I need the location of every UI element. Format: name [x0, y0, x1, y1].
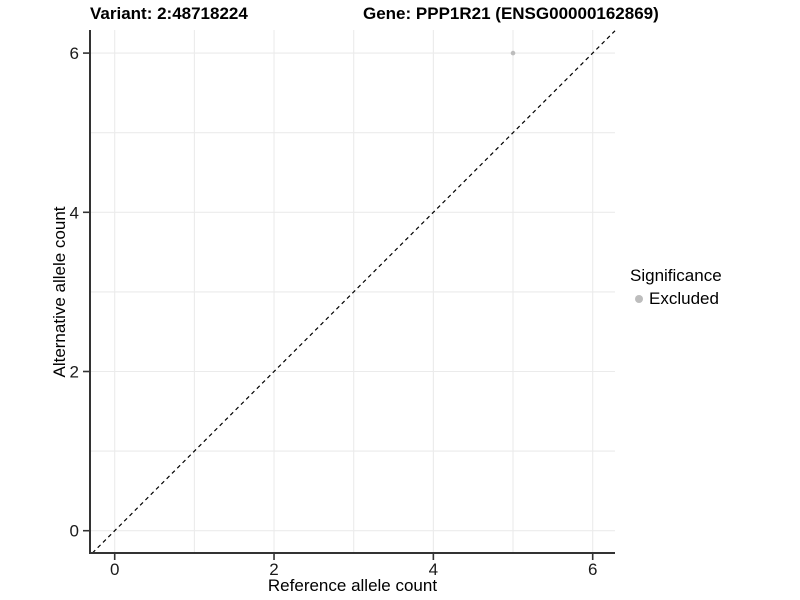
chart-title-gene: Gene: PPP1R21 (ENSG00000162869) — [363, 4, 659, 23]
legend-entry-label: Excluded — [649, 289, 719, 308]
legend-title: Significance — [630, 266, 722, 285]
x-tick-label: 2 — [269, 560, 278, 579]
y-tick-label: 2 — [70, 363, 79, 382]
y-tick-label: 0 — [70, 522, 79, 541]
legend-entry-excluded: Excluded — [630, 289, 722, 309]
x-axis-title: Reference allele count — [267, 576, 438, 595]
legend: Significance Excluded — [630, 266, 722, 309]
identity-dashed-line — [91, 30, 616, 554]
legend-key-dot-icon — [635, 295, 643, 303]
x-tick-label: 6 — [588, 560, 597, 579]
y-tick-label: 4 — [70, 203, 79, 222]
chart-title-variant: Variant: 2:48718224 — [90, 4, 248, 23]
y-axis-title: Alternative allele count — [50, 206, 69, 378]
y-tick-label: 6 — [70, 44, 79, 63]
data-point — [510, 50, 516, 56]
x-tick-label: 4 — [429, 560, 438, 579]
x-tick-label: 0 — [110, 560, 119, 579]
